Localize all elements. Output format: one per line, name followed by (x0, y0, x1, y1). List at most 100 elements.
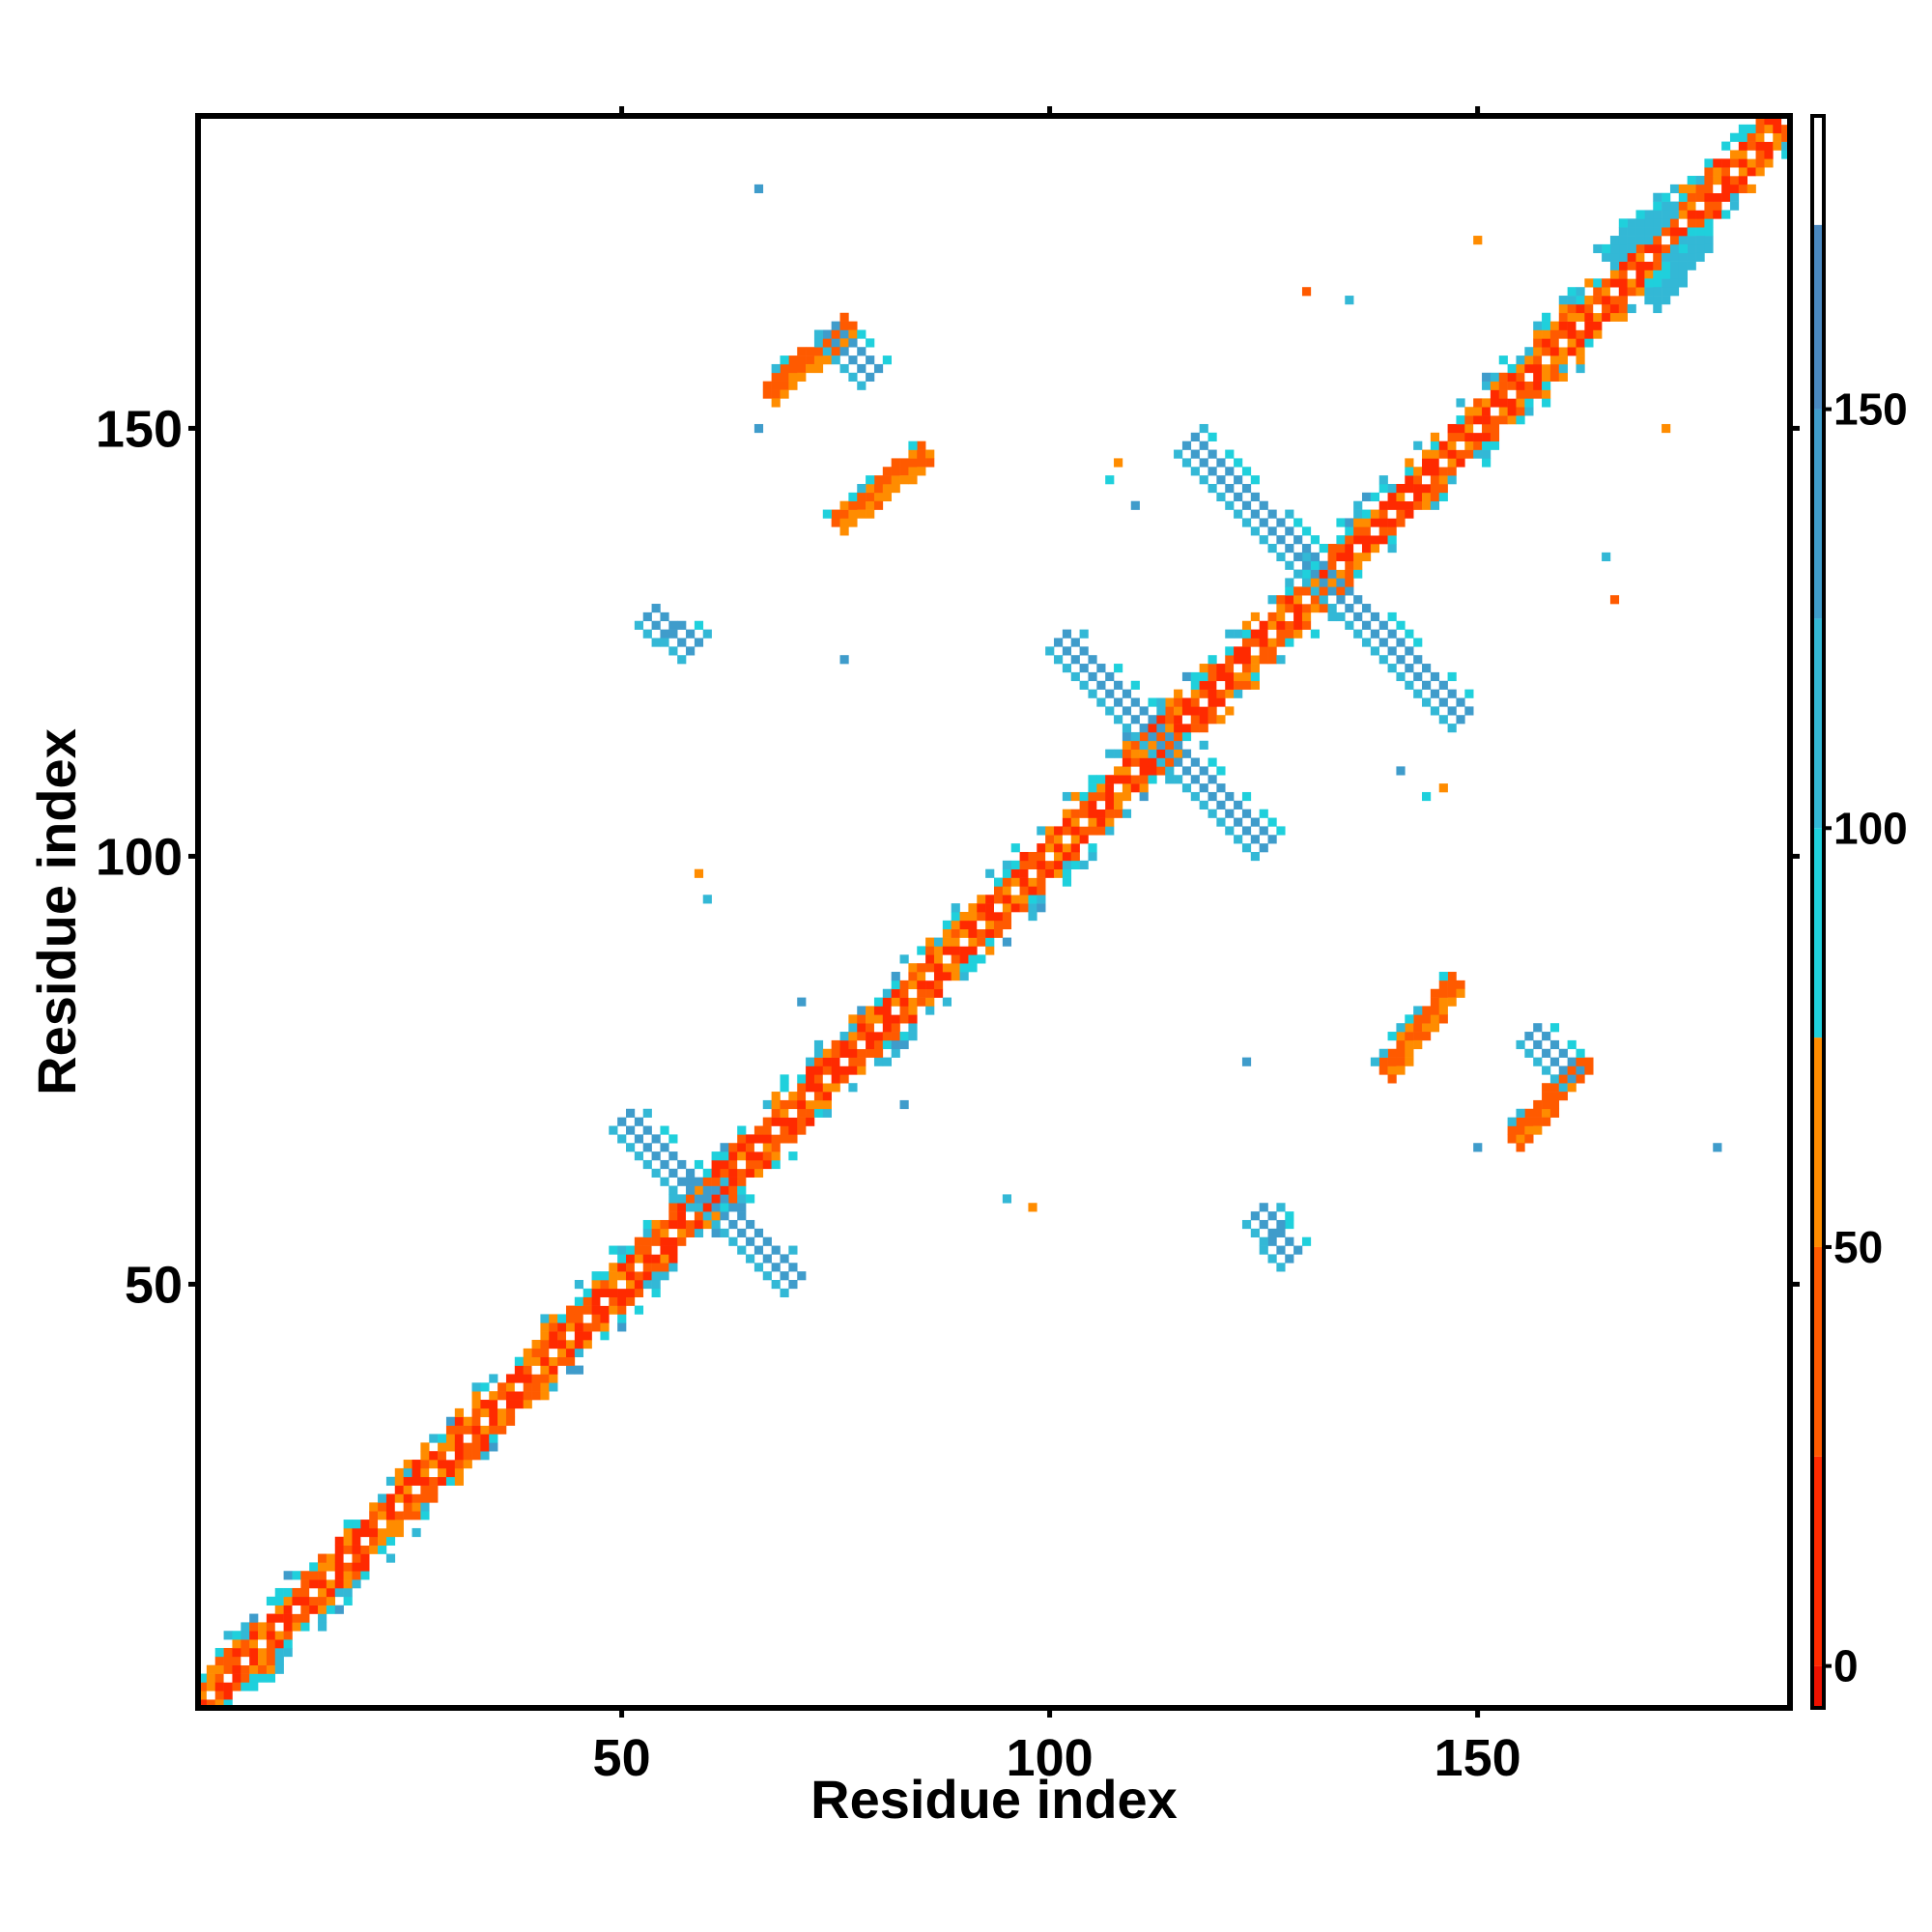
heatmap-cell (480, 1382, 490, 1392)
heatmap-cell (985, 937, 995, 947)
heatmap-cell (857, 363, 867, 374)
heatmap-cell (1507, 1117, 1517, 1126)
heatmap-cell (1721, 210, 1731, 219)
heatmap-cell (1576, 1048, 1585, 1058)
heatmap-cell (412, 1485, 421, 1494)
heatmap-cell (1259, 1245, 1268, 1255)
heatmap-cell (343, 1579, 353, 1589)
heatmap-cell (1464, 449, 1474, 459)
heatmap-cell (1070, 860, 1080, 869)
heatmap-cell (1533, 1117, 1543, 1126)
heatmap-cell (1241, 680, 1252, 690)
heatmap-cell (1250, 646, 1260, 656)
heatmap-cell (1019, 860, 1029, 869)
heatmap-cell (1319, 560, 1328, 570)
heatmap-cell (1088, 783, 1097, 793)
heatmap-cell (523, 1391, 532, 1401)
heatmap-cell (1662, 243, 1671, 254)
heatmap-cell (626, 1125, 636, 1135)
heatmap-cell (1567, 329, 1577, 339)
heatmap-cell (429, 1476, 439, 1486)
heatmap-cell (959, 946, 969, 955)
heatmap-cell (480, 1416, 490, 1426)
heatmap-cell (1181, 783, 1192, 793)
heatmap-cell (1105, 475, 1115, 485)
heatmap-cell (1216, 671, 1226, 682)
heatmap-cell (720, 1143, 729, 1152)
heatmap-cell (780, 1254, 789, 1264)
heatmap-cell (1558, 372, 1568, 382)
heatmap-cell (198, 1682, 208, 1691)
heatmap-cell (797, 997, 807, 1007)
heatmap-cell (249, 1673, 259, 1683)
heatmap-cell (839, 655, 849, 665)
heatmap-cell (1516, 1125, 1525, 1135)
heatmap-cell (1507, 381, 1517, 390)
heatmap-cell (1114, 458, 1123, 468)
heatmap-cell (1738, 184, 1747, 194)
colorbar-segment (1812, 828, 1824, 1038)
heatmap-cell (1114, 715, 1123, 724)
heatmap-cell (626, 1143, 636, 1152)
heatmap-cell (1361, 492, 1372, 502)
heatmap-cell (985, 912, 995, 922)
heatmap-cell (617, 1117, 627, 1126)
heatmap-cell (933, 963, 944, 973)
heatmap-cell (1088, 671, 1097, 682)
heatmap-cell (899, 954, 909, 964)
heatmap-cell (489, 1434, 498, 1443)
heatmap-cell (651, 1288, 661, 1298)
heatmap-cell (1618, 218, 1628, 228)
heatmap-cell (1558, 1074, 1568, 1084)
heatmap-cell (497, 1400, 507, 1409)
heatmap-cell (1259, 638, 1268, 647)
heatmap-cell (1687, 218, 1696, 228)
heatmap-cell (711, 1159, 721, 1170)
heatmap-cell (1174, 715, 1183, 724)
heatmap-cell (1079, 860, 1089, 869)
heatmap-cell (1301, 569, 1312, 579)
heatmap-cell (1361, 638, 1372, 647)
heatmap-cell (839, 321, 849, 330)
heatmap-cell (445, 1425, 456, 1435)
heatmap-cell (1781, 132, 1791, 142)
heatmap-cell (1293, 629, 1303, 639)
heatmap-cell (728, 1159, 738, 1170)
heatmap-cell (702, 1185, 712, 1195)
heatmap-cell (1653, 201, 1662, 211)
heatmap-cell (839, 329, 849, 339)
heatmap-cell (283, 1571, 293, 1580)
heatmap-cell (1387, 509, 1397, 519)
heatmap-cell (1687, 236, 1696, 245)
heatmap-cell (1662, 252, 1671, 262)
heatmap-cell (232, 1656, 242, 1665)
heatmap-cell (1713, 184, 1722, 194)
heatmap-cell (917, 972, 926, 981)
heatmap-cell (1738, 167, 1747, 177)
heatmap-cell (1165, 757, 1175, 767)
heatmap-cell (1190, 689, 1200, 698)
heatmap-cell (214, 1673, 224, 1683)
heatmap-cell (343, 1545, 353, 1554)
heatmap-cell (831, 518, 840, 527)
heatmap-cell (1516, 1039, 1525, 1050)
heatmap-cell (1438, 458, 1448, 468)
heatmap-cell (985, 903, 995, 913)
heatmap-cell (1524, 1032, 1534, 1041)
heatmap-cell (788, 355, 798, 365)
heatmap-cell (753, 1159, 764, 1170)
heatmap-cell (1549, 329, 1560, 339)
heatmap-cell (1130, 731, 1140, 742)
heatmap-cell (1618, 261, 1628, 270)
heatmap-cell (1088, 689, 1097, 698)
heatmap-cell (1602, 312, 1611, 322)
heatmap-cell (668, 1168, 678, 1178)
heatmap-cell (1285, 578, 1294, 587)
heatmap-cell (1644, 287, 1654, 297)
heatmap-cell (1482, 372, 1492, 382)
heatmap-cell (1542, 389, 1551, 399)
heatmap-cell (1234, 664, 1243, 673)
heatmap-cell (1498, 389, 1508, 399)
heatmap-cell (369, 1502, 379, 1512)
heatmap-cell (1387, 664, 1397, 673)
